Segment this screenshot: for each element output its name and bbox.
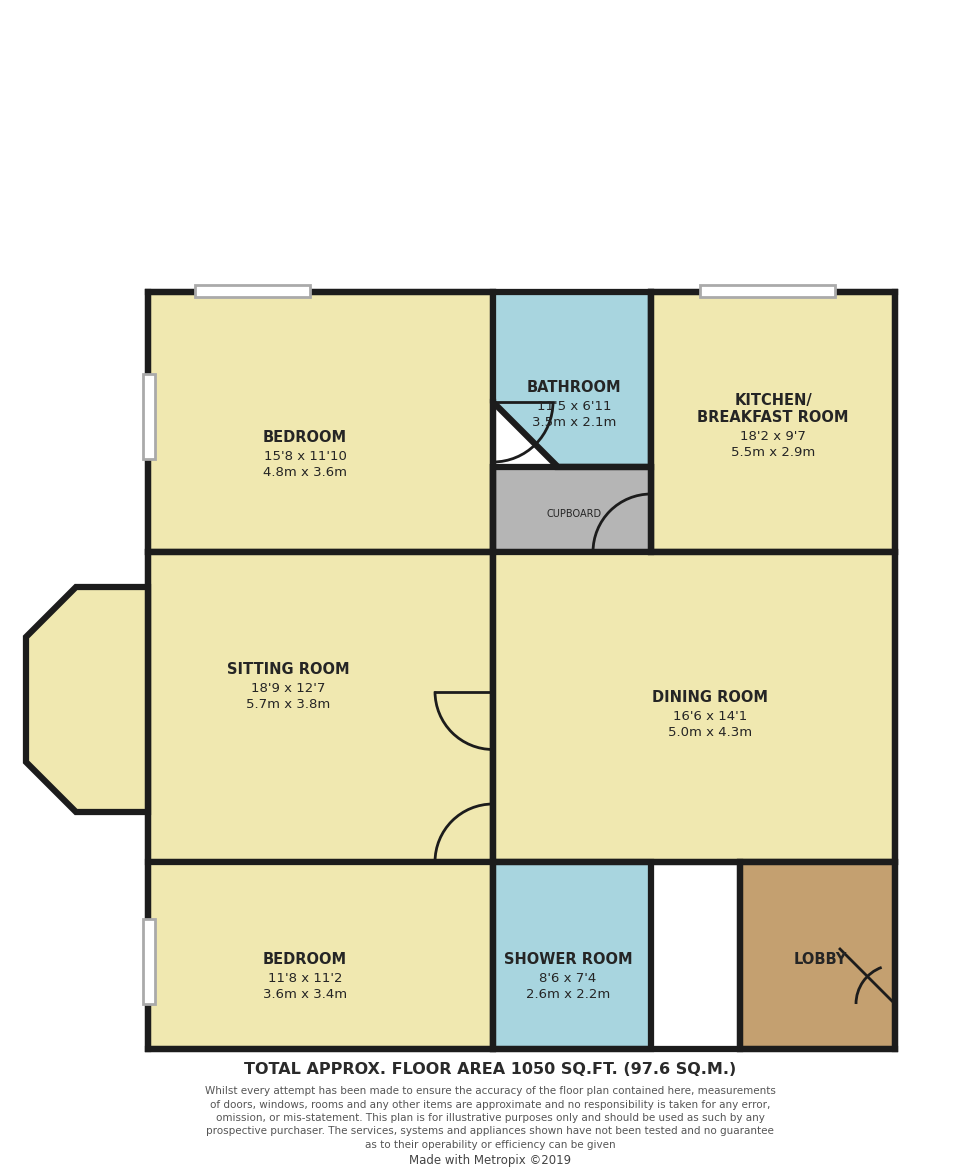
Text: LOBBY: LOBBY bbox=[794, 952, 847, 967]
Text: BATHROOM: BATHROOM bbox=[526, 379, 621, 394]
Text: 5.0m x 4.3m: 5.0m x 4.3m bbox=[668, 726, 752, 739]
Bar bbox=[651, 292, 895, 552]
Text: as to their operability or efficiency can be given: as to their operability or efficiency ca… bbox=[365, 1140, 615, 1149]
Bar bbox=[493, 467, 651, 552]
Polygon shape bbox=[493, 292, 651, 467]
Bar bbox=[148, 292, 493, 552]
Text: DINING ROOM: DINING ROOM bbox=[652, 690, 768, 705]
Text: of doors, windows, rooms and any other items are approximate and no responsibili: of doors, windows, rooms and any other i… bbox=[210, 1099, 770, 1110]
Bar bbox=[493, 862, 651, 1049]
Text: TOTAL APPROX. FLOOR AREA 1050 SQ.FT. (97.6 SQ.M.): TOTAL APPROX. FLOOR AREA 1050 SQ.FT. (97… bbox=[244, 1062, 736, 1076]
Text: BEDROOM: BEDROOM bbox=[263, 429, 347, 445]
Text: Whilst every attempt has been made to ensure the accuracy of the floor plan cont: Whilst every attempt has been made to en… bbox=[205, 1086, 775, 1096]
Text: 18'2 x 9'7: 18'2 x 9'7 bbox=[740, 431, 806, 443]
Text: 18'9 x 12'7: 18'9 x 12'7 bbox=[251, 683, 325, 696]
Text: CUPBOARD: CUPBOARD bbox=[547, 509, 602, 519]
Text: BEDROOM: BEDROOM bbox=[263, 952, 347, 967]
Text: Made with Metropix ©2019: Made with Metropix ©2019 bbox=[409, 1154, 571, 1167]
Text: 5.5m x 2.9m: 5.5m x 2.9m bbox=[731, 447, 815, 460]
Text: 16'6 x 14'1: 16'6 x 14'1 bbox=[673, 710, 747, 722]
Text: KITCHEN/: KITCHEN/ bbox=[734, 392, 811, 407]
Text: 2.6m x 2.2m: 2.6m x 2.2m bbox=[526, 988, 611, 1001]
Bar bbox=[740, 862, 895, 1049]
Bar bbox=[148, 552, 493, 862]
Bar bbox=[195, 285, 310, 296]
Text: SITTING ROOM: SITTING ROOM bbox=[226, 663, 349, 678]
Text: BREAKFAST ROOM: BREAKFAST ROOM bbox=[697, 411, 849, 426]
Bar bbox=[493, 552, 895, 862]
Text: 3.6m x 3.4m: 3.6m x 3.4m bbox=[263, 988, 347, 1001]
Text: 5.7m x 3.8m: 5.7m x 3.8m bbox=[246, 699, 330, 712]
Polygon shape bbox=[26, 587, 148, 812]
Text: 4.8m x 3.6m: 4.8m x 3.6m bbox=[263, 466, 347, 478]
Bar bbox=[143, 918, 155, 1004]
Text: 11'8 x 11'2: 11'8 x 11'2 bbox=[268, 972, 342, 985]
Bar bbox=[143, 373, 155, 459]
Bar bbox=[700, 285, 835, 296]
Text: 11'5 x 6'11: 11'5 x 6'11 bbox=[537, 399, 612, 412]
Text: 15'8 x 11'10: 15'8 x 11'10 bbox=[264, 449, 347, 462]
Text: prospective purchaser. The services, systems and appliances shown have not been : prospective purchaser. The services, sys… bbox=[206, 1126, 774, 1137]
Text: 8'6 x 7'4: 8'6 x 7'4 bbox=[539, 972, 597, 985]
Text: 3.5m x 2.1m: 3.5m x 2.1m bbox=[532, 415, 616, 428]
Text: SHOWER ROOM: SHOWER ROOM bbox=[504, 952, 632, 967]
Text: omission, or mis-statement. This plan is for illustrative purposes only and shou: omission, or mis-statement. This plan is… bbox=[216, 1113, 764, 1123]
Bar bbox=[148, 862, 493, 1049]
